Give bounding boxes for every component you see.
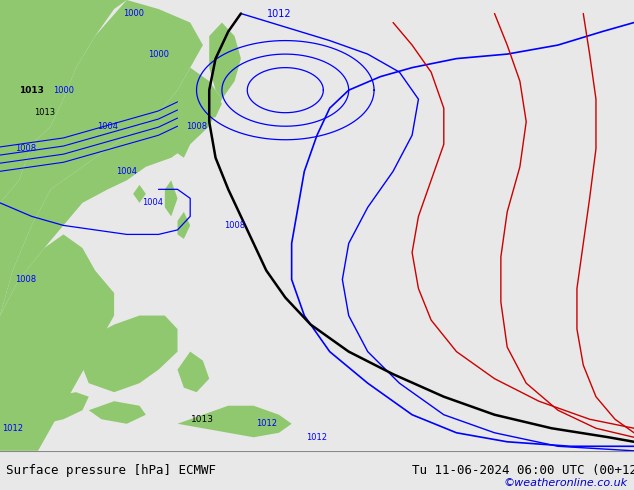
Text: 1008: 1008 <box>15 144 36 153</box>
Text: 1008: 1008 <box>224 221 245 230</box>
Polygon shape <box>32 392 89 424</box>
Polygon shape <box>209 23 241 99</box>
Polygon shape <box>0 0 127 203</box>
Text: 1013: 1013 <box>19 86 44 95</box>
Text: Surface pressure [hPa] ECMWF: Surface pressure [hPa] ECMWF <box>6 464 216 477</box>
Polygon shape <box>133 185 146 203</box>
Text: 1004: 1004 <box>141 198 163 207</box>
Polygon shape <box>0 0 203 316</box>
Polygon shape <box>178 352 209 392</box>
Text: 1012: 1012 <box>256 419 277 428</box>
Polygon shape <box>178 131 190 158</box>
Polygon shape <box>0 68 222 316</box>
Polygon shape <box>178 212 190 239</box>
Text: 1012: 1012 <box>2 424 23 433</box>
Text: 1013: 1013 <box>191 415 214 424</box>
Polygon shape <box>89 401 146 424</box>
Text: 1000: 1000 <box>122 9 144 18</box>
Text: 1004: 1004 <box>116 167 138 176</box>
Text: 1013: 1013 <box>34 108 55 117</box>
Polygon shape <box>165 180 178 217</box>
Text: 1012: 1012 <box>267 8 291 19</box>
Polygon shape <box>178 406 292 437</box>
Text: 1000: 1000 <box>53 86 74 95</box>
Text: 1012: 1012 <box>306 433 328 442</box>
Polygon shape <box>0 234 114 451</box>
Polygon shape <box>209 95 222 117</box>
Text: 1008: 1008 <box>15 275 36 284</box>
Text: 1008: 1008 <box>186 122 207 131</box>
Text: 1000: 1000 <box>148 49 169 59</box>
Polygon shape <box>76 316 178 392</box>
Text: Tu 11-06-2024 06:00 UTC (00+126): Tu 11-06-2024 06:00 UTC (00+126) <box>412 464 634 477</box>
Text: ©weatheronline.co.uk: ©weatheronline.co.uk <box>503 478 628 488</box>
Text: 1004: 1004 <box>97 122 119 131</box>
